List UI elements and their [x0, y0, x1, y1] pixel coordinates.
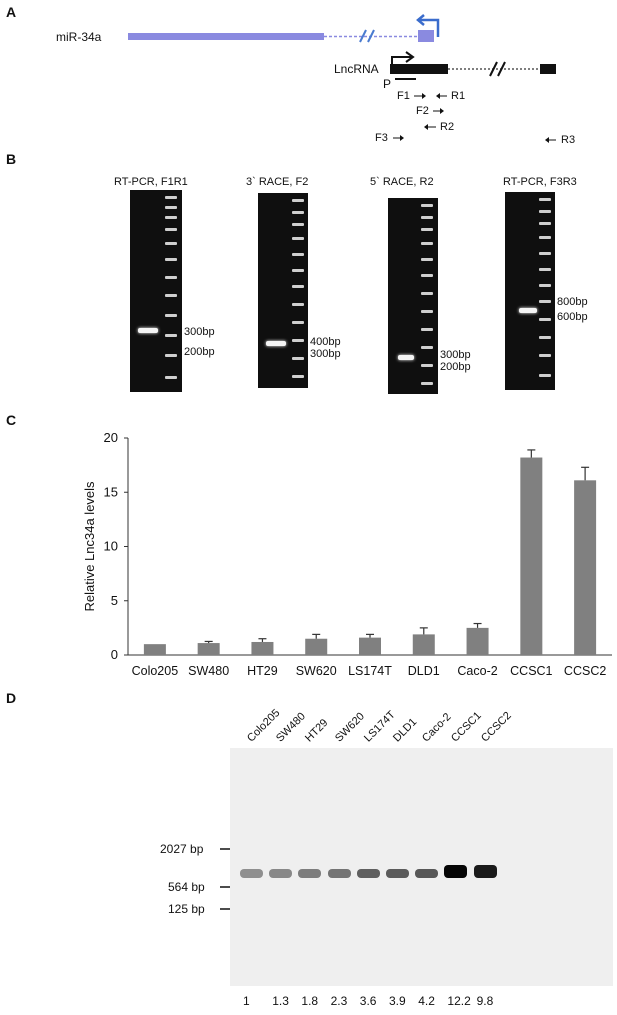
x-tick-label: DLD1 — [408, 664, 440, 678]
bar-chart: 0 5 10 15 20 Relative Lnc34a levels Colo205 SW4… — [82, 430, 612, 678]
blot-lane-label: DLD1 — [391, 716, 420, 745]
gel-3-marker-1: 300bp — [440, 349, 471, 361]
gel-4 — [505, 192, 555, 390]
y-tick-label: 10 — [104, 539, 118, 554]
lncrna-label: LncRNA — [334, 62, 379, 76]
gel-2-title: 3` RACE, F2 — [246, 176, 309, 188]
marker-ticks — [220, 848, 230, 910]
gel-1 — [130, 190, 182, 392]
gel-2 — [258, 193, 308, 388]
bar — [197, 643, 220, 655]
x-tick-label: Caco-2 — [457, 664, 497, 678]
x-tick-label: SW620 — [296, 664, 337, 678]
gel-4-marker-2: 600bp — [557, 311, 588, 323]
primer-f2-label: F2 — [416, 105, 429, 117]
quant-value: 1.8 — [301, 994, 319, 1008]
blot-band — [356, 869, 380, 878]
quant-value: 1 — [243, 994, 250, 1008]
mir-tss-arrow — [420, 18, 440, 37]
gel-2-marker-2: 300bp — [310, 348, 341, 360]
panel-d-letter: D — [6, 690, 17, 706]
blot-lane-label: Caco-2 — [420, 710, 454, 745]
blot-band — [386, 869, 409, 878]
bar — [412, 634, 435, 655]
bar — [520, 457, 543, 655]
mir-first-exon — [418, 30, 434, 42]
gel-1-marker-2: 200bp — [184, 346, 215, 358]
mir-exon-bar — [128, 33, 324, 40]
blot-band — [327, 869, 351, 878]
bar — [574, 480, 597, 655]
blot-band — [444, 865, 468, 878]
lnc-exon-1 — [390, 64, 448, 74]
gel-1-title: RT-PCR, F1R1 — [114, 176, 188, 188]
y-tick-label: 15 — [104, 484, 118, 499]
blot-lane-label: CCSC2 — [478, 709, 514, 745]
quant-value: 4.2 — [418, 994, 435, 1008]
lnc-tss-arrow — [391, 56, 412, 66]
primer-r2-label: R2 — [440, 121, 455, 133]
gel-1-sample-band — [138, 328, 158, 333]
gel-4-title: RT-PCR, F3R3 — [503, 176, 577, 188]
bar — [466, 627, 489, 655]
x-tick-label: SW480 — [188, 664, 229, 678]
blot-lane-label: LS174T — [361, 708, 398, 745]
y-axis-label: Relative Lnc34a levels — [82, 481, 97, 612]
blot-marker-2027: 2027 bp — [160, 842, 204, 856]
blot-lane-label: HT29 — [303, 716, 331, 745]
gene-diagram — [128, 14, 556, 143]
blot-marker-125: 125 bp — [168, 902, 205, 916]
x-tick-label: Colo205 — [132, 664, 179, 678]
quant-value: 2.3 — [330, 994, 348, 1008]
blot-band — [240, 869, 263, 878]
gel-3-sample-band — [398, 355, 414, 360]
gel-3-title: 5` RACE, R2 — [370, 176, 434, 188]
x-tick-label: HT29 — [247, 664, 278, 678]
mir-34a-label: miR-34a — [56, 30, 102, 44]
bar — [305, 638, 328, 655]
x-tick-label: CCSC1 — [510, 664, 552, 678]
blot-band — [415, 869, 439, 878]
quant-value: 12.2 — [447, 994, 471, 1008]
primer-f3-label: F3 — [375, 132, 388, 144]
quant-value: 3.6 — [359, 994, 377, 1008]
primer-r3-label: R3 — [561, 134, 576, 146]
blot-lane-label: CCSC1 — [449, 709, 485, 745]
gel-4-marker-1: 800bp — [557, 296, 588, 308]
bar — [359, 637, 381, 655]
lnc-exon-2 — [540, 64, 556, 74]
y-tick-label: 0 — [111, 647, 118, 662]
panel-a-letter: A — [6, 4, 17, 20]
x-tick-label: LS174T — [348, 664, 392, 678]
promoter-label: P — [383, 77, 392, 91]
quant-value: 1.3 — [272, 994, 289, 1008]
blot-marker-564: 564 bp — [168, 880, 205, 894]
x-tick-label: CCSC2 — [564, 664, 606, 678]
panel-c-letter: C — [6, 412, 17, 428]
northern-blot — [230, 748, 613, 986]
quant-value: 9.8 — [476, 994, 494, 1008]
blot-band — [269, 869, 293, 878]
gel-4-sample-band — [519, 308, 537, 313]
primer-r1-label: R1 — [451, 90, 466, 102]
blot-band — [298, 869, 322, 878]
quant-value: 3.9 — [389, 994, 406, 1008]
gel-2-sample-band — [266, 341, 286, 346]
gel-1-marker-1: 300bp — [184, 326, 215, 338]
primer-f1-label: F1 — [397, 90, 410, 102]
bar — [251, 641, 274, 655]
blot-lane-label: SW620 — [332, 710, 367, 745]
y-tick-label: 20 — [104, 430, 118, 445]
y-tick-label: 5 — [111, 593, 118, 608]
gel-3 — [388, 198, 438, 394]
bar — [143, 644, 166, 655]
gel-2-marker-1: 400bp — [310, 336, 341, 348]
panel-b-letter: B — [6, 151, 17, 167]
gel-3-marker-2: 200bp — [440, 361, 471, 373]
blot-band — [473, 865, 497, 878]
